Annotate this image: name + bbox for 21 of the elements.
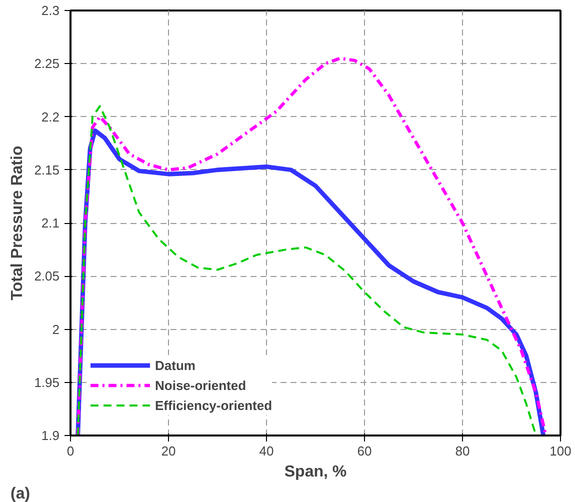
legend-label: Efficiency-oriented (155, 398, 272, 412)
y-tick-label: 1.95 (34, 374, 60, 390)
x-tick-label: 0 (66, 444, 74, 458)
y-tick-label: 1.9 (41, 428, 60, 443)
legend-label: Noise-oriented (155, 378, 246, 392)
y-tick-label: 2 (52, 322, 60, 337)
y-tick-label: 2.25 (34, 56, 60, 72)
y-tick-label: 2.2 (41, 109, 60, 124)
x-tick-label: 100 (550, 444, 572, 458)
x-axis-title: Span, % (284, 464, 347, 480)
x-tick-label: 40 (259, 444, 274, 458)
x-tick-label: 60 (357, 444, 372, 458)
y-tick-label: 2.05 (34, 268, 60, 284)
x-tick-label: 80 (455, 444, 470, 458)
y-axis-title: Total Pressure Ratio (9, 146, 26, 300)
x-tick-label: 20 (161, 444, 176, 458)
y-tick-label: 2.1 (41, 216, 60, 230)
y-tick-label: 2.15 (34, 162, 60, 178)
text: (a) (10, 486, 30, 502)
legend-label: Datum (155, 358, 196, 372)
y-tick-label: 2.3 (41, 3, 60, 18)
